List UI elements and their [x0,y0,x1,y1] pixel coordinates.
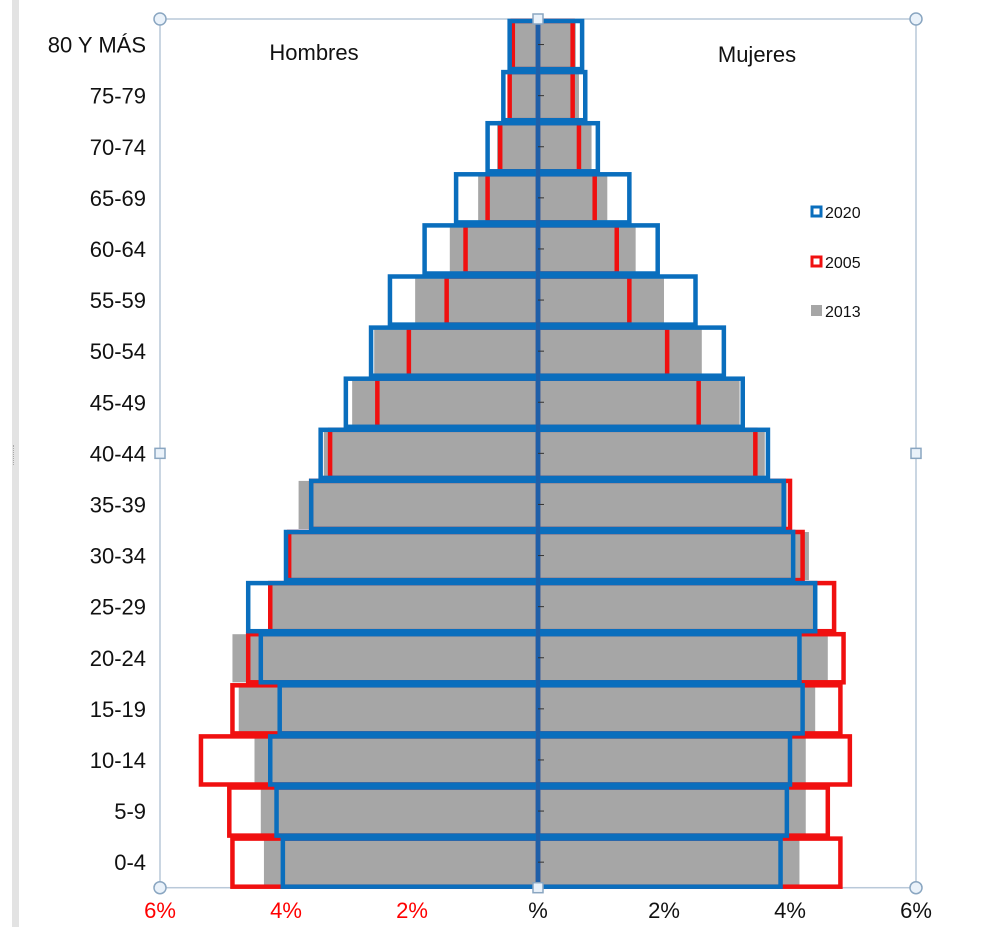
bar-2013-men-10-14 [254,736,538,785]
legend-swatch-2013 [811,305,822,316]
left-scroll-rail [12,0,19,927]
bar-2013-men-0-4 [263,838,538,887]
bar-2013-men-35-39 [298,480,538,529]
resize-handle-corner[interactable] [153,880,167,895]
category-label-20-24: 20-24 [90,646,146,671]
bar-2013-women-10-14 [538,736,806,785]
bar-2013-men-60-64 [449,225,538,274]
x-tick-label-right: 6% [900,898,932,923]
bar-2013-men-75-79 [509,72,538,121]
bar-2013-women-55-59 [538,276,664,325]
bar-2013-women-35-39 [538,480,787,529]
x-tick-label-left: 2% [396,898,428,923]
resize-handle-side[interactable] [154,447,166,460]
side-label-hombres: Hombres [269,40,358,65]
category-label-80 Y MÁS: 80 Y MÁS [48,33,146,58]
bar-2013-men-30-34 [289,532,538,581]
bar-2013-women-30-34 [538,532,809,581]
category-label-5-9: 5-9 [114,799,146,824]
bar-2013-women-20-24 [538,634,828,683]
bar-2013-men-50-54 [374,327,538,376]
bar-2013-men-40-44 [323,429,538,478]
category-label-45-49: 45-49 [90,390,146,415]
x-tick-label-right: 4% [774,898,806,923]
bar-2013-men-20-24 [232,634,538,683]
category-label-65-69: 65-69 [90,186,146,211]
x-tick-label-right: 2% [648,898,680,923]
legend-label-2005: 2005 [825,255,861,272]
bar-2013-women-80 Y MÁS [538,21,576,70]
resize-handle-side[interactable] [532,13,544,25]
resize-grip[interactable] [13,445,18,465]
category-label-75-79: 75-79 [90,84,146,109]
category-label-15-19: 15-19 [90,697,146,722]
bar-2013-men-25-29 [270,583,538,632]
bar-2013-women-15-19 [538,685,816,734]
category-label-70-74: 70-74 [90,135,146,160]
bar-2013-women-45-49 [538,378,740,427]
bar-2013-men-70-74 [497,123,538,172]
category-label-35-39: 35-39 [90,492,146,517]
legend-label-2013: 2013 [825,304,861,321]
x-tick-label-center: % [528,898,548,923]
category-label-50-54: 50-54 [90,339,146,364]
category-label-60-64: 60-64 [90,237,146,262]
bar-2013-men-55-59 [415,276,538,325]
category-label-55-59: 55-59 [90,288,146,313]
x-tick-label-left: 6% [144,898,176,923]
bar-2013-women-50-54 [538,327,702,376]
category-label-10-14: 10-14 [90,748,146,773]
resize-handle-side[interactable] [910,447,922,460]
bar-2013-women-70-74 [538,123,592,172]
bar-2013-men-80 Y MÁS [512,21,538,70]
side-label-mujeres: Mujeres [718,42,796,67]
bar-2013-women-40-44 [538,429,765,478]
category-label-0-4: 0-4 [114,850,146,875]
bar-2013-women-60-64 [538,225,636,274]
category-label-40-44: 40-44 [90,441,146,466]
category-label-25-29: 25-29 [90,595,146,620]
x-tick-label-left: 4% [270,898,302,923]
legend-swatch-2005 [810,255,823,268]
bar-2013-women-25-29 [538,583,816,632]
bar-2013-men-5-9 [260,787,538,836]
bar-2013-women-5-9 [538,787,806,836]
resize-handle-corner[interactable] [909,880,923,895]
legend-label-2020: 2020 [825,205,861,222]
resize-handle-corner[interactable] [153,12,167,26]
bar-2013-men-45-49 [352,378,538,427]
bar-2013-women-0-4 [538,838,800,887]
bar-2013-men-15-19 [238,685,538,734]
resize-handle-side[interactable] [532,881,544,894]
category-label-30-34: 30-34 [90,544,146,569]
legend-swatch-2020 [810,205,823,218]
resize-handle-corner[interactable] [909,12,923,26]
